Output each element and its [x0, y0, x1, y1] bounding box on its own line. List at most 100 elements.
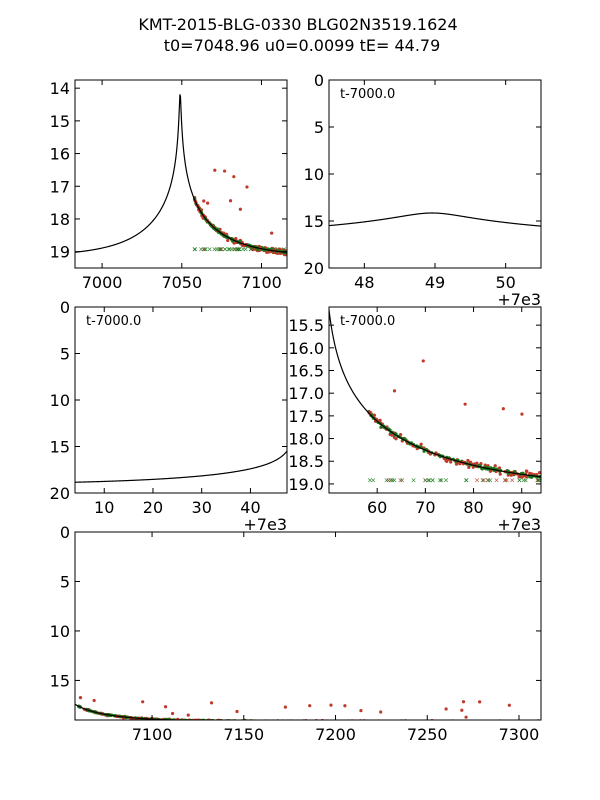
upper-limit-mark: ×: [391, 476, 397, 484]
axes-frame: [328, 79, 542, 269]
data-point: [378, 418, 382, 422]
y-tick-label: 16.5: [288, 362, 324, 381]
upper-limit-mark: ×: [236, 245, 242, 253]
data-point: [454, 462, 459, 466]
x-tick-label: 30: [192, 498, 212, 517]
data-point: [228, 199, 233, 203]
data-point: [186, 713, 190, 717]
y-tick-label: 17.5: [288, 407, 324, 426]
x-tick-label: 20: [143, 498, 163, 517]
data-point: [440, 720, 443, 723]
upper-limit-mark: ×: [517, 476, 523, 484]
data-point: [407, 721, 410, 724]
upper-limit-mark: ×: [367, 476, 373, 484]
upper-limit-mark: ×: [218, 245, 224, 253]
data-point: [432, 720, 435, 723]
data-point: [404, 720, 407, 723]
data-point: [494, 721, 497, 724]
data-point: [386, 721, 389, 724]
upper-limit-mark: ×: [535, 476, 541, 484]
data-point: [379, 710, 383, 714]
data-point: [352, 720, 355, 723]
data-point: [415, 720, 418, 723]
data-point: [533, 720, 536, 723]
x-tick-label: 40: [240, 498, 260, 517]
data-point: [447, 720, 450, 723]
data-point: [209, 701, 214, 705]
data-point: [497, 720, 500, 723]
data-point: [430, 720, 433, 723]
x-tick-label: 10: [94, 498, 114, 517]
data-point: [483, 720, 486, 723]
data-point: [265, 250, 269, 255]
upper-limit-mark: ×: [502, 476, 508, 484]
upper-limit-mark: ×: [516, 476, 522, 484]
upper-limit-mark: ×: [463, 476, 469, 484]
data-point: [525, 475, 529, 479]
data-point: [502, 720, 505, 723]
data-point: [276, 720, 279, 723]
plot-area-p3: [75, 450, 287, 483]
data-point: [513, 720, 516, 723]
data-point: [466, 458, 470, 463]
data-point: [213, 168, 217, 172]
data-point: [336, 721, 339, 724]
data-point: [464, 720, 467, 723]
data-point: [383, 720, 386, 723]
upper-limit-mark: ×: [257, 245, 263, 253]
y-tick-label: 5: [60, 572, 70, 591]
data-point: [409, 720, 412, 723]
data-point: [245, 185, 249, 189]
upper-limit-mark: ×: [234, 245, 240, 253]
y-tick-label: 5: [60, 345, 70, 364]
data-point: [515, 720, 518, 723]
data-point: [465, 720, 468, 723]
upper-limit-mark: ×: [481, 476, 487, 484]
data-point: [525, 720, 528, 723]
y-tick-label: 18: [50, 210, 70, 229]
upper-limit-mark: ×: [370, 476, 376, 484]
data-point: [520, 475, 524, 479]
data-point: [493, 464, 497, 468]
data-point: [303, 720, 306, 723]
upper-limit-mark: ×: [485, 476, 491, 484]
upper-limit-mark: ×: [251, 245, 257, 253]
data-point: [486, 720, 489, 723]
data-point: [488, 720, 491, 723]
panel-annotation: t-7000.0: [340, 87, 395, 102]
data-point: [390, 721, 393, 724]
upper-limit-mark: ×: [426, 476, 432, 484]
data-point: [493, 720, 496, 723]
upper-limit-mark: ×: [232, 245, 238, 253]
upper-limit-mark: ×: [388, 476, 394, 484]
data-point: [534, 720, 537, 723]
y-tick-label: 10: [50, 622, 70, 641]
panel-p1: × × ×××× × ×× × ×× ××× × ××× × ×× × ×× ×× ×××× × ×××× ×× ××…: [50, 79, 288, 292]
upper-limit-mark: ×: [281, 245, 287, 253]
data-point: [534, 720, 537, 723]
data-point: [413, 720, 416, 723]
data-point: [240, 243, 245, 248]
upper-limit-mark: ×: [201, 245, 207, 253]
upper-limit-mark: ×: [229, 245, 235, 253]
y-tick-label: 17: [50, 177, 70, 196]
y-tick-label: 19.0: [288, 475, 324, 494]
data-point: [332, 720, 335, 723]
data-point: [238, 720, 241, 723]
data-point: [78, 696, 83, 700]
y-tick-label: 15: [50, 112, 70, 131]
upper-limit-mark: ×: [222, 245, 228, 253]
data-point: [442, 720, 445, 723]
x-tick-label: 7100: [241, 273, 282, 292]
data-point: [500, 720, 503, 723]
data-point: [491, 720, 494, 723]
title-line-1: KMT-2015-BLG-0330 BLG02N3519.1624: [138, 15, 457, 34]
upper-limit-mark: ×: [248, 245, 254, 253]
axes-frame: [74, 306, 288, 494]
data-point: [458, 462, 462, 466]
model-curve: [75, 450, 287, 483]
data-point: [450, 720, 453, 723]
data-point: [410, 720, 413, 723]
data-point: [475, 720, 478, 723]
